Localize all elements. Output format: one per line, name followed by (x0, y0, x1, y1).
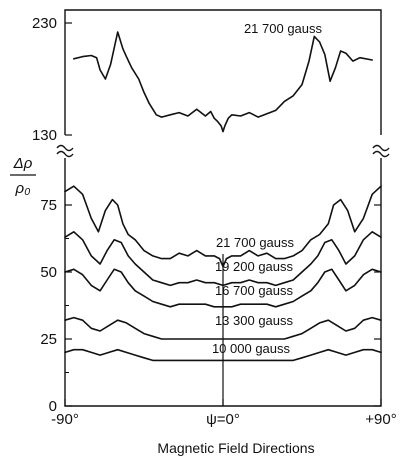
upper-series-label: 21 700 gauss (244, 21, 323, 36)
x-axis-label: Magnetic Field Directions (157, 440, 314, 456)
data-series (64, 31, 382, 362)
y-tick-label: 50 (40, 264, 57, 281)
x-tick-label: +90° (365, 411, 396, 428)
y-tick-label: 230 (32, 15, 57, 32)
lower-series-line (64, 185, 382, 268)
series-labels: 21 700 gauss 21 700 gauss 19 200 gauss 16 7… (212, 21, 323, 356)
lower-series-label: 13 300 gauss (215, 313, 294, 328)
lower-series-line (64, 231, 382, 287)
x-tick-label: ψ=0° (206, 411, 240, 428)
tick-labels: 230 130 0 25 50 75 -90° ψ=0° +90° (32, 15, 397, 428)
axis-break-left (56, 144, 74, 158)
chart-axes (56, 9, 390, 407)
lower-series-label: 10 000 gauss (212, 341, 291, 356)
upper-series-line (73, 31, 373, 133)
y-tick-label: 130 (32, 127, 57, 144)
axis-break-right (372, 144, 390, 158)
y-axis-label-denominator: ρ₀ (15, 180, 31, 197)
lower-series-label: 19 200 gauss (215, 259, 294, 274)
y-axis-label-numerator: Δρ (13, 155, 33, 172)
upper-frame (64, 9, 382, 135)
lower-series-label: 21 700 gauss (216, 235, 295, 250)
y-tick-label: 75 (40, 197, 57, 214)
lower-series-line (64, 348, 382, 362)
lower-series-line (64, 268, 382, 308)
y-tick-label: 0 (49, 398, 57, 415)
lower-series-label: 16 700 gauss (215, 283, 294, 298)
y-tick-label: 25 (40, 331, 57, 348)
y-axis-label: Δρ ρ₀ (10, 155, 36, 197)
x-tick-label: -90° (51, 411, 79, 428)
lower-series-line (64, 316, 382, 340)
